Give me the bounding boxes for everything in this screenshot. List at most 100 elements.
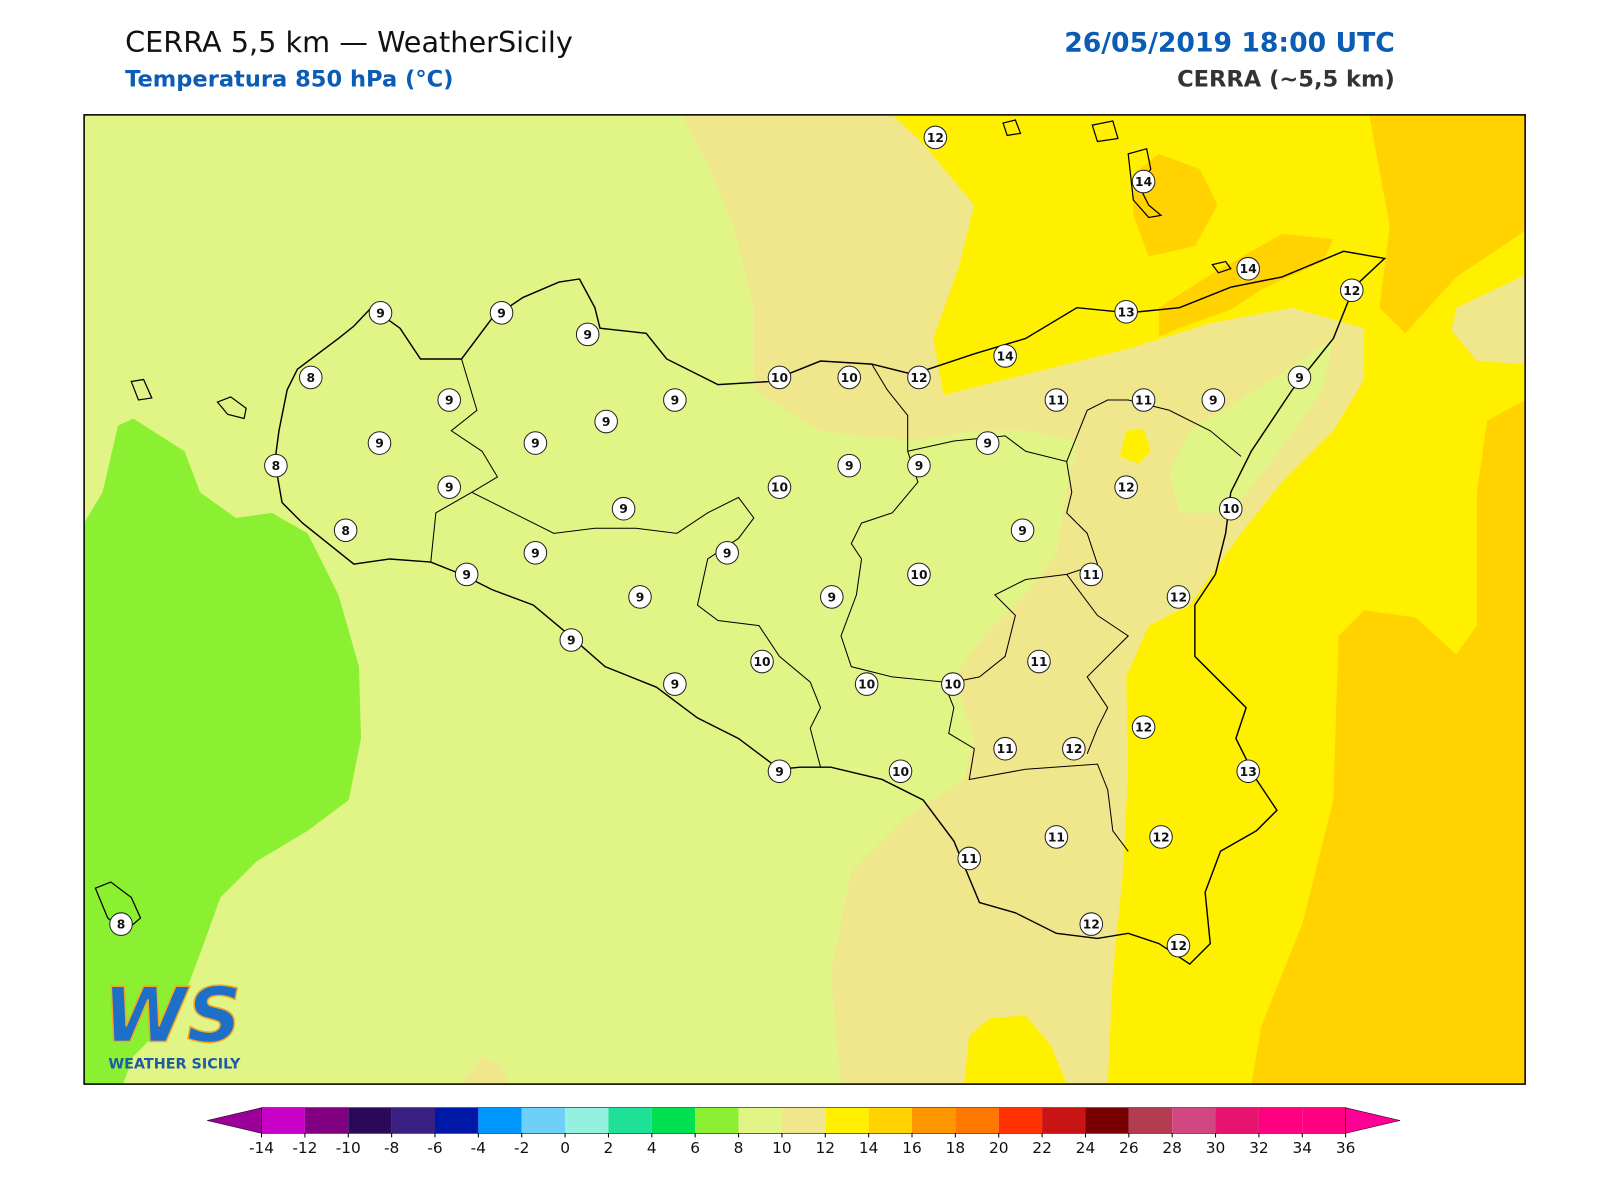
station-marker [923, 125, 948, 150]
province-border [1066, 399, 1242, 462]
colorbar-segment [348, 1107, 392, 1134]
station-value: 11 [1048, 830, 1065, 844]
station-marker [767, 759, 792, 784]
station-value: 10 [753, 655, 770, 669]
station-value: 11 [961, 852, 978, 866]
station-marker [1114, 475, 1138, 499]
colorbar-tick-label: 2 [604, 1139, 614, 1157]
colorbar-segment [1258, 1107, 1303, 1134]
station-value: 9 [915, 459, 924, 473]
colorbar-tick-label: -10 [336, 1139, 361, 1157]
colorbar-tick-label: -4 [471, 1139, 486, 1157]
colorbar-tick-label: 36 [1336, 1139, 1356, 1157]
island [130, 378, 153, 401]
colorbar-segment [695, 1107, 739, 1134]
colorbar-tick-label: 8 [734, 1139, 744, 1157]
province-border [471, 491, 822, 768]
field-10-12 [1451, 274, 1526, 365]
station-value: 8 [341, 524, 350, 538]
station-value: 9 [462, 568, 471, 582]
station-value: 12 [1135, 721, 1152, 735]
station-marker [1079, 562, 1104, 587]
station-value: 12 [1083, 918, 1100, 932]
station-value: 12 [910, 371, 927, 385]
colorbar-tick-label: 4 [647, 1139, 657, 1157]
colorbar-tick-label: 30 [1206, 1139, 1226, 1157]
station-marker [819, 585, 844, 609]
station-marker [767, 365, 792, 390]
station-value: 11 [1135, 394, 1152, 408]
colorbar-segment [912, 1107, 956, 1134]
station-value: 9 [583, 328, 592, 342]
station-marker [1079, 912, 1104, 936]
station-marker [1166, 933, 1191, 958]
colorbar-segment [1085, 1107, 1129, 1134]
station-marker [489, 301, 514, 325]
logo-text: WEATHER SICILY [108, 1057, 241, 1073]
station-value: 9 [775, 765, 784, 779]
station-value: 9 [983, 437, 992, 451]
station-marker [109, 912, 133, 936]
colorbar-tick-label: -2 [514, 1139, 529, 1157]
colorbar-tick-label: -8 [384, 1139, 399, 1157]
colorbar-tick-label: -12 [292, 1139, 317, 1157]
colorbar-segment [478, 1107, 522, 1134]
station-marker [367, 431, 392, 455]
station-marker [1131, 715, 1156, 739]
station-marker [1010, 518, 1035, 543]
station-marker [1149, 825, 1173, 849]
station-value: 9 [375, 437, 384, 451]
colorbar-segment [261, 1107, 305, 1134]
station-marker [907, 562, 931, 587]
station-value: 8 [306, 371, 315, 385]
station-value: 10 [771, 481, 788, 495]
station-value: 9 [376, 306, 385, 320]
datetime: 26/05/2019 18:00 UTC [1064, 28, 1395, 59]
colorbar-tick-label: 22 [1032, 1139, 1052, 1157]
colorbar-tick-label: 18 [946, 1139, 966, 1157]
island [1211, 260, 1232, 274]
station-value: 9 [567, 634, 576, 648]
colorbar-tick-label: 6 [690, 1139, 700, 1157]
colorbar-segment [521, 1107, 566, 1134]
station-value: 9 [531, 437, 540, 451]
station-value: 11 [997, 742, 1014, 756]
island [1002, 119, 1022, 137]
station-marker [333, 518, 358, 543]
colorbar-tick-label: 12 [815, 1139, 835, 1157]
model-label: CERRA (~5,5 km) [1177, 67, 1395, 93]
station-marker [1218, 496, 1243, 521]
colorbar-tick-label: 16 [902, 1139, 922, 1157]
station-value: 10 [841, 371, 858, 385]
station-value: 12 [1152, 830, 1169, 844]
station-marker [1114, 300, 1138, 324]
colorbar-segment [1128, 1107, 1173, 1134]
station-marker [993, 344, 1017, 368]
colorbar-segment [1042, 1107, 1086, 1134]
colorbar-tick-label: 26 [1119, 1139, 1139, 1157]
station-value: 10 [910, 568, 927, 582]
island [1127, 147, 1163, 219]
field-6-8 [84, 418, 362, 1085]
station-value: 9 [445, 394, 454, 408]
station-marker [575, 322, 600, 347]
station-value: 8 [117, 918, 126, 932]
station-value: 9 [1018, 524, 1027, 538]
colorbar-segment [781, 1107, 826, 1134]
station-marker [767, 475, 792, 499]
station-value: 10 [892, 765, 909, 779]
station-value: 9 [619, 502, 628, 516]
station-value: 13 [1118, 305, 1135, 319]
field-12-14 [1120, 428, 1151, 464]
province-border [430, 358, 499, 563]
station-marker [837, 365, 862, 390]
station-marker [907, 453, 931, 478]
station-value: 9 [1209, 394, 1218, 408]
station-marker [264, 453, 288, 478]
colorbar: -14 -12 -10 -8 -6 -4 -2 0 2 4 6 8 10 12 14 16 18 20 22 24 26… [207, 1107, 1401, 1157]
station-marker [1287, 365, 1312, 390]
colorbar-segment [391, 1107, 435, 1134]
station-marker [854, 672, 879, 696]
station-value: 13 [1240, 765, 1257, 779]
